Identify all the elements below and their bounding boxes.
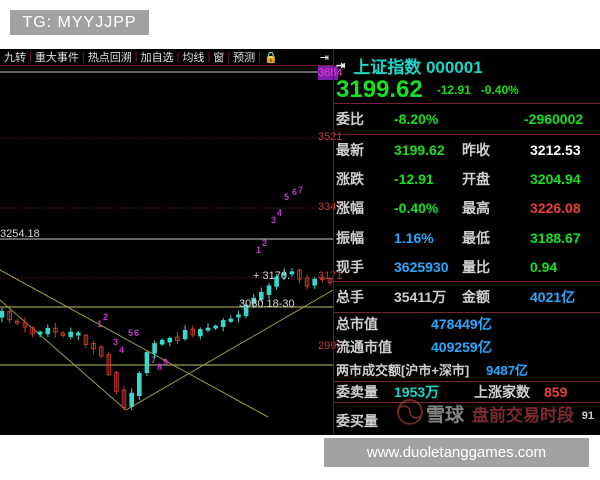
svg-text:3: 3 [113,337,118,347]
svg-text:盘前交易时段: 盘前交易时段 [472,405,574,425]
svg-text:2: 2 [103,312,108,322]
svg-text:4: 4 [277,208,282,218]
svg-text:5: 5 [128,328,133,338]
svg-text:5: 5 [284,192,289,202]
svg-text:1: 1 [256,245,261,255]
svg-text:1: 1 [97,319,102,329]
svg-text:雪球: 雪球 [426,403,465,426]
svg-text:3: 3 [271,215,276,225]
svg-text:6: 6 [134,328,139,338]
svg-text:9: 9 [163,357,168,367]
svg-text:2: 2 [262,238,267,248]
svg-text:8: 8 [157,362,162,372]
svg-text:7: 7 [298,185,303,195]
svg-text:6: 6 [292,187,297,197]
svg-text:7: 7 [151,355,156,365]
svg-text:4: 4 [119,345,124,355]
